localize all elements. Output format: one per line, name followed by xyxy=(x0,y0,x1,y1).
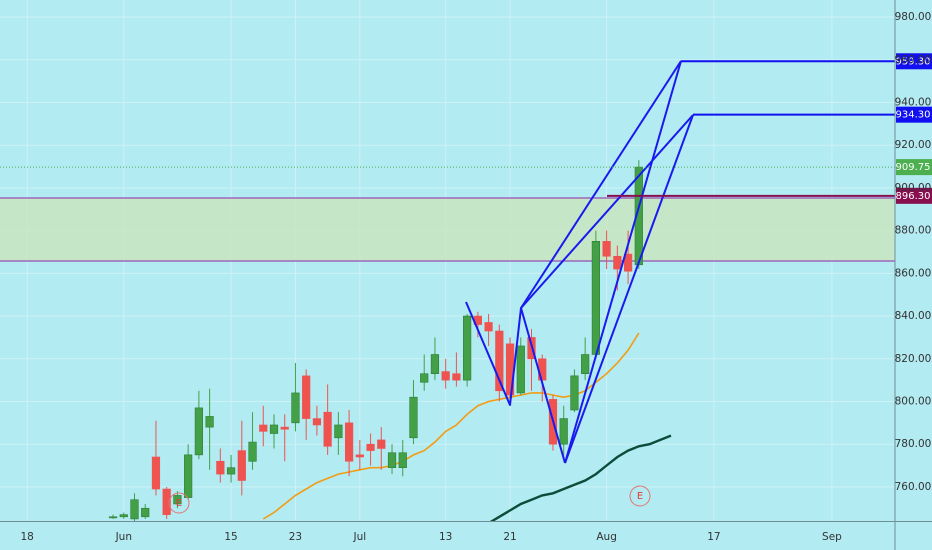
candle-body xyxy=(130,499,139,520)
y-tick-label: 760.00 xyxy=(895,481,932,493)
candle-body xyxy=(484,322,493,332)
candle-body xyxy=(559,418,568,445)
candle-body xyxy=(591,241,600,355)
x-tick-label: Jun xyxy=(115,531,132,543)
y-tick-label: 980.00 xyxy=(895,11,932,23)
candle-body xyxy=(430,354,440,375)
candle-body xyxy=(613,255,622,270)
pattern-leg xyxy=(564,114,694,464)
y-tick-label: 860.00 xyxy=(895,267,932,279)
x-tick-label: Sep xyxy=(822,531,842,543)
price-box xyxy=(896,187,932,204)
candle-body xyxy=(216,460,225,475)
earnings-circle xyxy=(629,485,651,507)
candle-body xyxy=(323,411,332,447)
candle-body xyxy=(248,441,257,462)
price-box xyxy=(896,106,932,123)
candle-body xyxy=(398,452,407,468)
candle-body xyxy=(387,452,397,468)
candle-body xyxy=(452,373,461,381)
candle-body xyxy=(269,424,279,434)
y-tick-label: 880.00 xyxy=(895,225,932,237)
candle-body xyxy=(495,330,504,392)
candle-body xyxy=(280,426,289,430)
candle-body xyxy=(237,450,246,481)
candle-body xyxy=(312,418,322,426)
pattern-leg xyxy=(564,60,682,464)
y-tick-label: 920.00 xyxy=(895,139,932,151)
x-tick-label: 13 xyxy=(439,531,452,543)
candle-body xyxy=(420,373,429,383)
candle-body xyxy=(119,514,128,518)
x-tick-label: Aug xyxy=(596,531,617,543)
x-tick-label: 18 xyxy=(21,531,34,543)
price-lines: 959.30 934.30 909.75 896.30 xyxy=(0,53,932,204)
earnings-markers: E E xyxy=(168,485,651,514)
candle-body xyxy=(141,507,150,518)
y-tick-label: 900.00 xyxy=(895,182,932,194)
candle-body xyxy=(355,454,364,458)
price-box-label: 909.75 xyxy=(896,162,931,173)
x-tick-label: Jul xyxy=(352,531,366,543)
zone-fill xyxy=(0,197,895,261)
candle-body xyxy=(344,422,354,462)
pattern-zigzag xyxy=(465,301,566,464)
candle-body xyxy=(602,241,611,257)
candle-body xyxy=(409,396,418,439)
x-tick-label: 15 xyxy=(224,531,237,543)
candle-body xyxy=(151,456,161,490)
price-box-label: 934.30 xyxy=(896,110,931,121)
price-box-label: 959.30 xyxy=(896,56,931,67)
price-box xyxy=(896,159,932,176)
candle-body xyxy=(194,407,203,456)
candle-body xyxy=(259,424,268,432)
candle-body xyxy=(366,443,375,451)
candle-body xyxy=(334,424,343,439)
candle-body xyxy=(302,375,311,419)
price-box xyxy=(896,53,932,70)
y-tick-label: 960.00 xyxy=(895,54,932,66)
y-tick-label: 940.00 xyxy=(895,97,932,109)
candle-body xyxy=(516,345,525,394)
candle-body xyxy=(108,516,118,519)
earnings-label: E xyxy=(176,498,182,509)
y-tick-label: 780.00 xyxy=(895,438,932,450)
y-tick-label: 840.00 xyxy=(895,310,932,322)
candle-body xyxy=(377,439,386,449)
y-tick-label: 820.00 xyxy=(895,353,932,365)
candle-body xyxy=(291,392,300,424)
candle-body xyxy=(184,454,193,498)
indicator-line xyxy=(489,434,672,521)
earnings-label: E xyxy=(637,491,643,502)
candle-body xyxy=(463,315,472,381)
pattern-drawing xyxy=(465,60,694,464)
earnings-circle xyxy=(168,492,190,514)
candle-body xyxy=(441,371,450,381)
candle-body xyxy=(205,416,214,428)
price-box-label: 896.30 xyxy=(896,191,931,202)
y-tick-label: 800.00 xyxy=(895,395,932,407)
candle-body xyxy=(581,354,590,375)
zone xyxy=(0,197,895,262)
x-tick-label: 17 xyxy=(707,531,720,543)
pattern-leg xyxy=(520,60,682,309)
candle-body xyxy=(173,495,182,505)
candle-body xyxy=(162,488,171,515)
pattern-leg xyxy=(520,114,694,309)
x-tick-label: 23 xyxy=(289,531,302,543)
candle-body xyxy=(623,253,633,272)
candle-body xyxy=(570,375,579,411)
candle-body xyxy=(226,467,236,475)
x-tick-label: 21 xyxy=(503,531,516,543)
